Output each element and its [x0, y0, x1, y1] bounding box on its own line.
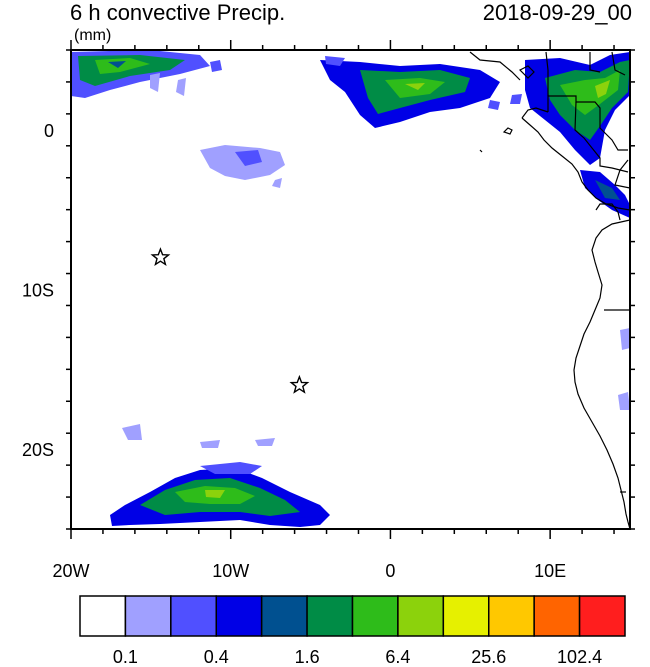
y-tick-label: 0	[44, 121, 54, 141]
colorbar: 0.1 0.4 1.6 6.4 25.6 102.4	[79, 595, 626, 667]
station-markers	[150, 247, 310, 394]
units-label: (mm)	[74, 27, 112, 44]
colorbar-swatch	[260, 595, 308, 637]
y-axis-labels: 0 10S 20S	[22, 121, 54, 460]
axis-ticks	[66, 40, 635, 539]
colorbar-label: 6.4	[385, 647, 410, 667]
colorbar-label: 25.6	[471, 647, 506, 667]
colorbar-swatch	[124, 595, 172, 637]
x-tick-label: 0	[385, 561, 395, 581]
map-title: 6 h convective Precip.	[70, 0, 286, 25]
colorbar-swatch	[533, 595, 581, 637]
precip-area-north-coast	[320, 52, 630, 218]
colorbar-label: 0.4	[204, 647, 229, 667]
colorbar-swatch	[215, 595, 263, 637]
valid-time: 2018-09-29_00	[482, 0, 632, 25]
x-tick-label: 10E	[534, 561, 566, 581]
precip-field	[71, 50, 630, 527]
colorbar-swatch	[306, 595, 354, 637]
precip-area-central	[200, 145, 285, 188]
colorbar-label: 1.6	[295, 647, 320, 667]
y-tick-label: 10S	[22, 281, 54, 301]
colorbar-swatch	[488, 595, 535, 637]
precip-area-east-coast	[618, 328, 630, 410]
star-marker	[289, 374, 310, 394]
colorbar-swatch	[351, 595, 399, 637]
colorbar-label: 102.4	[557, 647, 602, 667]
colorbar-swatch	[397, 595, 445, 637]
colorbar-swatch	[578, 595, 626, 637]
x-tick-label: 10W	[212, 561, 249, 581]
colorbar-swatch	[170, 595, 217, 637]
coastline	[469, 51, 630, 529]
plot-frame	[70, 49, 631, 530]
x-tick-label: 20W	[52, 561, 89, 581]
colorbar-swatch	[79, 595, 127, 637]
precip-area-south	[110, 424, 330, 527]
colorbar-label: 0.1	[113, 647, 138, 667]
y-tick-label: 20S	[22, 440, 54, 460]
colorbar-swatch	[442, 595, 490, 637]
x-axis-labels: 20W 10W 0 10E	[52, 561, 566, 581]
star-marker	[150, 247, 171, 267]
precip-area-northwest	[71, 50, 222, 98]
